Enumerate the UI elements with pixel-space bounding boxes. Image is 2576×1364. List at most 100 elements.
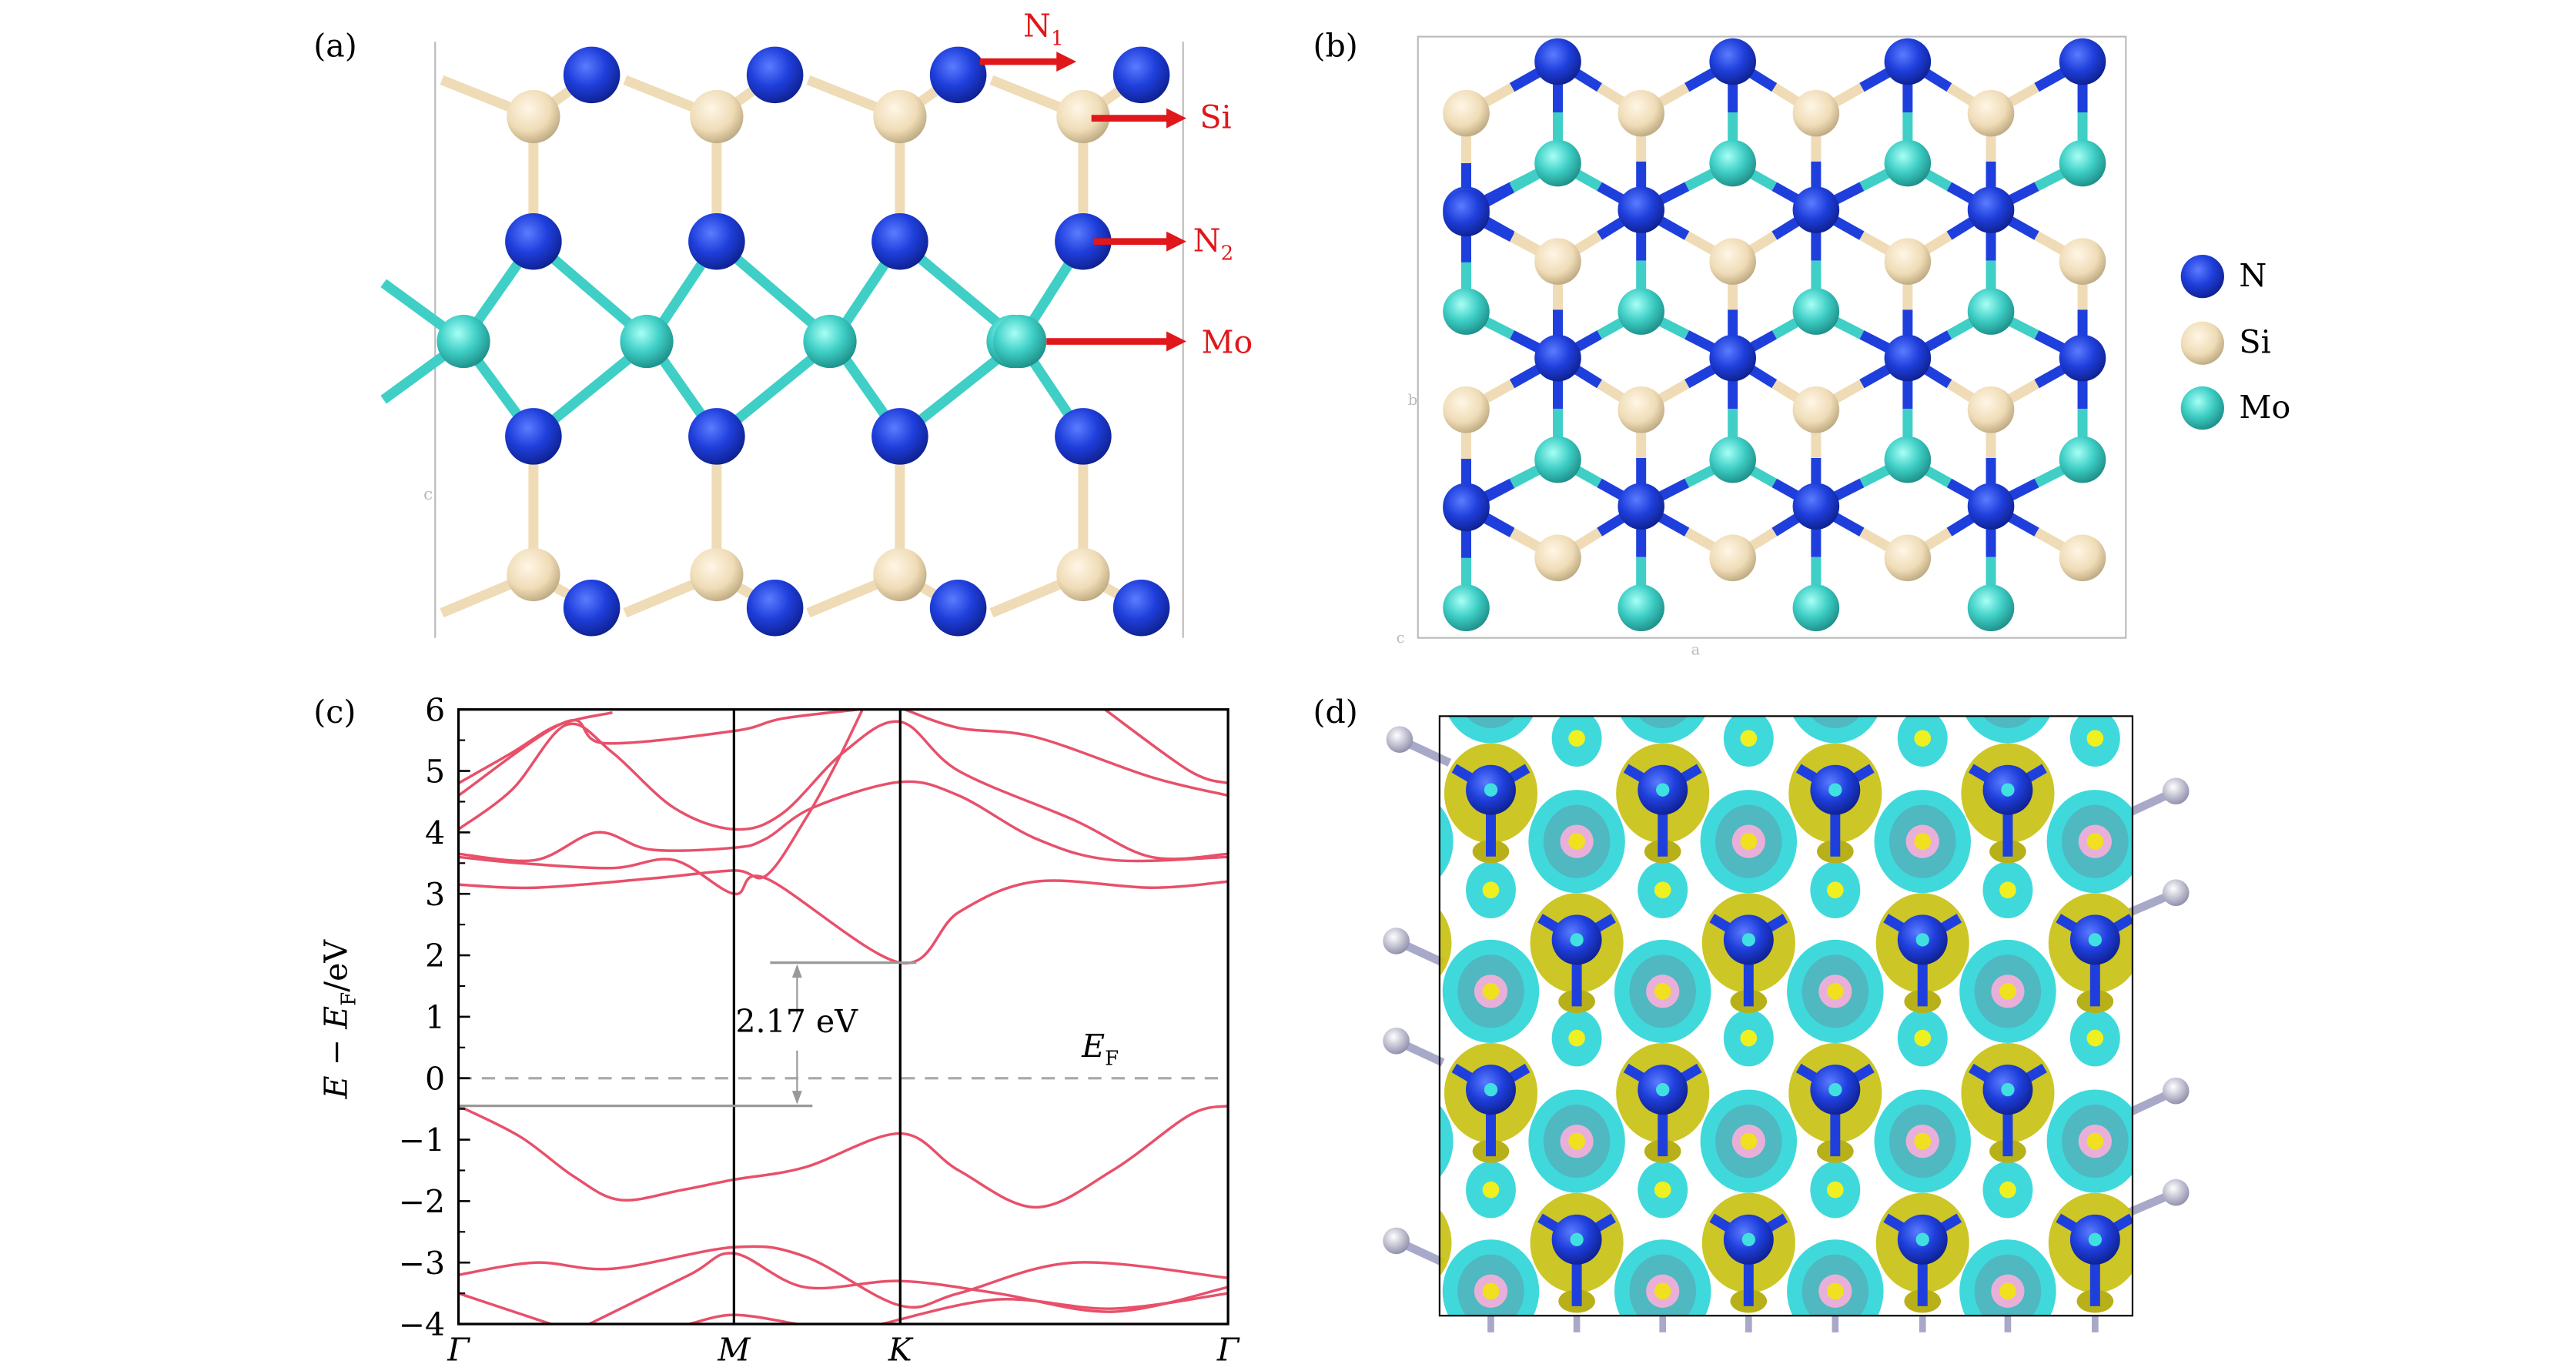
charge-depletion-lobe bbox=[1965, 716, 2051, 744]
charge-depletion-inner bbox=[1810, 716, 1860, 729]
n-atom bbox=[1055, 408, 1112, 465]
charge-core bbox=[1827, 1282, 1844, 1300]
charge-core bbox=[1570, 1232, 1584, 1246]
legend-label: Si bbox=[2239, 324, 2270, 361]
n-atom bbox=[929, 579, 987, 637]
charge-core bbox=[1388, 825, 1421, 858]
charge-core bbox=[1999, 684, 2016, 700]
y-tick-label: −3 bbox=[399, 1245, 446, 1282]
charge-depletion-lobe bbox=[2133, 1239, 2229, 1342]
panel-label-a: (a) bbox=[313, 28, 357, 65]
arrow-icon bbox=[1166, 231, 1187, 252]
charge-core bbox=[1991, 675, 2024, 708]
mo-atom bbox=[993, 314, 1047, 369]
si-atom bbox=[1792, 386, 1840, 433]
atom-annotations: N1 Si N2 Mo bbox=[979, 8, 1253, 361]
si-atom bbox=[1443, 386, 1490, 433]
y-tick-label: 4 bbox=[425, 815, 445, 852]
charge-core bbox=[2164, 975, 2197, 1008]
charge-core bbox=[1568, 730, 1585, 747]
legend-label: Mo bbox=[2239, 389, 2290, 426]
band-line-3 bbox=[458, 780, 1229, 863]
charge-core bbox=[1483, 684, 1500, 700]
band-line-9 bbox=[458, 1245, 1229, 1309]
charge-depletion-lobe bbox=[1439, 805, 1454, 878]
n-atom bbox=[1618, 483, 1664, 530]
si-atom bbox=[507, 547, 560, 602]
charge-core bbox=[1915, 933, 1929, 947]
band-line-7 bbox=[904, 709, 1229, 797]
charge-core bbox=[1827, 684, 1844, 700]
charge-depletion-inner bbox=[1466, 716, 1516, 729]
charge-core bbox=[1741, 1232, 1755, 1246]
charge-core bbox=[1914, 730, 1932, 747]
charge-core bbox=[1482, 881, 1500, 899]
charge-depletion-lobe bbox=[1792, 716, 1878, 744]
charge-core bbox=[1388, 1125, 1421, 1158]
charge-core bbox=[1999, 1282, 2016, 1300]
n-atom-icon bbox=[2180, 255, 2224, 299]
charge-core bbox=[1484, 1082, 1498, 1097]
n-atom bbox=[2059, 334, 2106, 382]
charge-core bbox=[1914, 1029, 1932, 1047]
charge-core bbox=[1827, 881, 1844, 899]
band-line-12 bbox=[881, 1292, 1229, 1325]
charge-core bbox=[1570, 933, 1584, 947]
n-atom bbox=[1055, 212, 1112, 270]
si-atom bbox=[1709, 534, 1756, 582]
charge-core bbox=[1915, 1232, 1929, 1246]
band-gap-label: 2.17 eV bbox=[735, 1003, 858, 1040]
axis-letter-c: c bbox=[1397, 629, 1405, 647]
x-tick-label: K bbox=[888, 1332, 914, 1364]
n-atom bbox=[1534, 38, 1581, 85]
charge-core bbox=[1654, 684, 1671, 700]
charge-core bbox=[1568, 1029, 1585, 1047]
n-atom bbox=[871, 212, 928, 270]
y-axis-label: E − EF/eV bbox=[318, 939, 361, 1100]
charge-density-map bbox=[1310, 580, 2229, 1342]
charge-core bbox=[2086, 1132, 2104, 1150]
outer-atom bbox=[1383, 1227, 1410, 1255]
mo-atom bbox=[1443, 288, 1490, 335]
band-line-11 bbox=[458, 1292, 552, 1325]
outer-atom bbox=[1386, 726, 1413, 753]
mo-atom bbox=[1709, 139, 1756, 187]
band-line-0 bbox=[458, 1104, 1229, 1209]
si-atom bbox=[873, 547, 927, 602]
legend-label: N bbox=[2239, 257, 2267, 294]
band-line-1 bbox=[458, 855, 1229, 964]
charge-core bbox=[1914, 1132, 1932, 1150]
band-line-8 bbox=[1104, 709, 1229, 785]
y-tick-label: 0 bbox=[425, 1061, 445, 1098]
charge-core bbox=[1828, 783, 1842, 797]
charge-core bbox=[2086, 730, 2104, 747]
x-tick-label: Γ bbox=[447, 1332, 470, 1364]
n-atom bbox=[929, 46, 987, 104]
charge-core bbox=[1828, 1082, 1842, 1097]
side-view-structure: c N1 Si N2 Mo bbox=[380, 8, 1253, 638]
charge-core bbox=[2001, 1082, 2015, 1097]
mo-atom bbox=[1534, 139, 1581, 187]
n-atom bbox=[1884, 334, 1932, 382]
mo-atom bbox=[1884, 139, 1932, 187]
n-atom bbox=[505, 408, 562, 465]
charge-core bbox=[1914, 580, 1931, 597]
n-atom bbox=[563, 46, 621, 104]
x-tick-label: M bbox=[717, 1332, 751, 1364]
n-atom bbox=[1967, 186, 2015, 233]
annotation-si: Si bbox=[1199, 99, 1231, 136]
arrow-up-icon bbox=[791, 964, 802, 978]
mo-atom bbox=[2059, 436, 2106, 483]
charge-accumulation-lobe bbox=[1439, 909, 1452, 977]
cell-frame bbox=[1417, 35, 2127, 639]
panel-label-b: (b) bbox=[1313, 28, 1357, 65]
charge-core bbox=[1740, 580, 1757, 597]
n-atom bbox=[505, 212, 562, 270]
charge-core bbox=[1310, 881, 1327, 898]
charge-core bbox=[2164, 1275, 2197, 1308]
arrow-icon bbox=[1166, 108, 1187, 129]
charge-depletion-inner bbox=[1638, 716, 1688, 729]
n-atom bbox=[563, 579, 621, 637]
mo-atom-icon bbox=[2180, 386, 2224, 430]
si-atom bbox=[1884, 534, 1932, 582]
